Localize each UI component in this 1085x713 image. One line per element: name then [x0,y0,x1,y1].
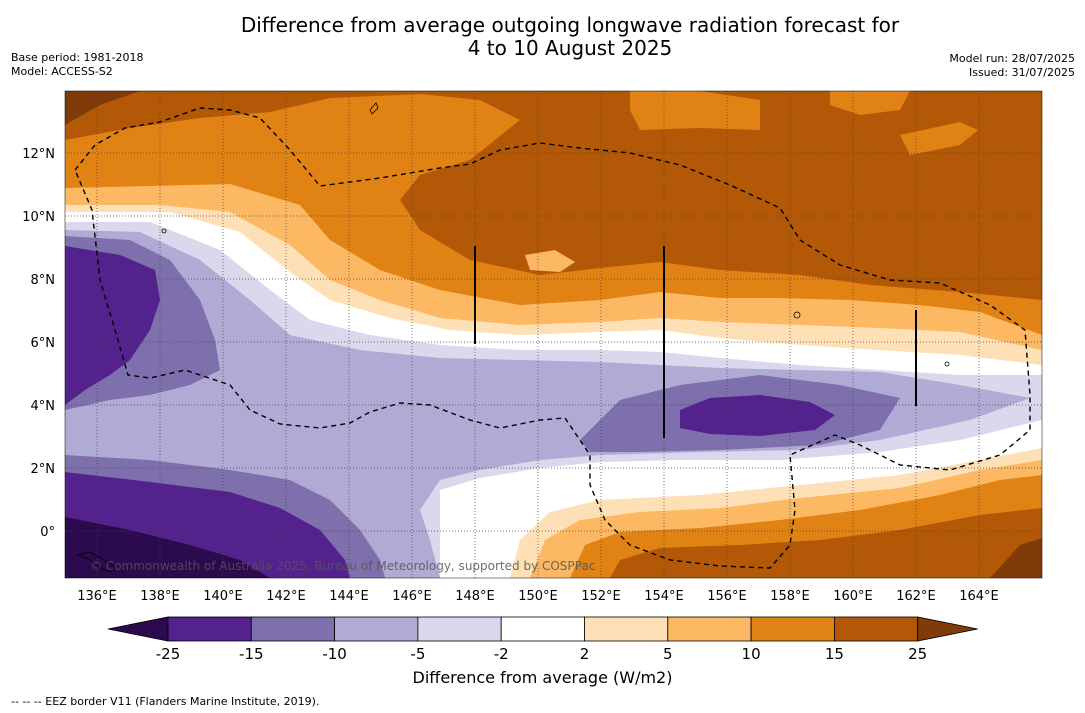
colorbar-tick-label: 15 [825,645,844,663]
pocket-10-8n [525,250,575,272]
model-name: Model: ACCESS-S2 [11,65,113,78]
pocket-15-north [830,91,910,115]
colorbar-tick-label: -15 [239,645,264,663]
colorbar-tick-label: -10 [322,645,347,663]
colorbar-extend-high [917,616,978,642]
chart-title: Difference from average outgoing longwav… [170,14,970,60]
vertical-markers [474,246,917,438]
model-run-date: Model run: 28/07/2025 [949,52,1075,65]
lon-label: 158°E [770,589,810,604]
pocket-10-north [630,91,978,155]
band-25-south [610,508,1042,578]
lon-label: 148°E [455,589,495,604]
colorbar-swatch [584,616,669,642]
graticule [65,91,1042,578]
colorbar: -25 -15 -10 -5 -2 2 5 10 15 25 [107,616,978,663]
eez-border [74,107,1031,569]
base-period: Base period: 1981-2018 [11,51,144,64]
colorbar-label: Difference from average (W/m2) [412,668,673,687]
lat-label: 2°N [31,462,56,477]
lon-labels: 136°E 138°E 140°E 142°E 144°E 146°E 148°… [77,589,999,604]
credit-text: © Commonwealth of Australia 2025, Bureau… [90,559,595,573]
colorbar-extend-low [107,616,169,642]
colorbar-tick-label: 5 [663,645,673,663]
meta-right: Model run: 28/07/2025 Issued: 31/07/2025 [949,52,1075,80]
lon-label: 140°E [203,589,243,604]
lat-label: 10°N [22,210,55,225]
lat-label: 6°N [31,336,56,351]
colorbar-tick-label: 2 [580,645,590,663]
colorbar-swatch [167,616,252,642]
colorbar-tick-label: -25 [156,645,181,663]
lon-label: 138°E [140,589,180,604]
footnote: -- -- -- EEZ border V11 (Flanders Marine… [11,695,320,708]
colorbar-swatch [834,616,919,642]
title-line-2: 4 to 10 August 2025 [467,36,673,60]
islands [76,102,950,573]
lon-label: 156°E [707,589,747,604]
title-line-1: Difference from average outgoing longwav… [240,13,900,37]
corner-nw [65,91,140,125]
lon-label: 142°E [266,589,306,604]
colorbar-tick-label: 10 [742,645,761,663]
colorbar-swatch [250,616,336,642]
lon-label: 162°E [896,589,936,604]
meta-left: Base period: 1981-2018 Model: ACCESS-S2 [11,51,143,79]
colorbar-swatch [667,616,752,642]
lon-label: 160°E [833,589,873,604]
band-minus15-central [680,395,835,436]
colorbar-tick-label: 25 [908,645,927,663]
colorbar-swatch [417,616,502,642]
lat-label: 12°N [22,147,55,162]
lat-label: 0° [40,525,55,540]
colorbar-tick-label: -2 [494,645,509,663]
colorbar-swatch [750,616,835,642]
map-field [65,91,1042,578]
lon-label: 150°E [518,589,558,604]
colorbar-swatch [334,616,419,642]
map-frame [64,90,1043,579]
issued-date: Issued: 31/07/2025 [968,66,1075,79]
band-minus15-west [65,246,160,405]
lon-label: 136°E [77,589,117,604]
lon-label: 144°E [329,589,369,604]
band-max-south [990,538,1042,578]
lat-label: 8°N [31,273,56,288]
lon-label: 146°E [392,589,432,604]
lon-label: 164°E [959,589,999,604]
lon-label: 154°E [644,589,684,604]
colorbar-tick-label: -5 [410,645,425,663]
lat-label: 4°N [31,399,56,414]
band-minus25-south [65,517,270,578]
band-minus10 [65,236,900,452]
lon-label: 152°E [581,589,621,604]
lat-labels: 12°N 10°N 8°N 6°N 4°N 2°N 0° [22,147,55,540]
colorbar-swatch [500,616,585,642]
